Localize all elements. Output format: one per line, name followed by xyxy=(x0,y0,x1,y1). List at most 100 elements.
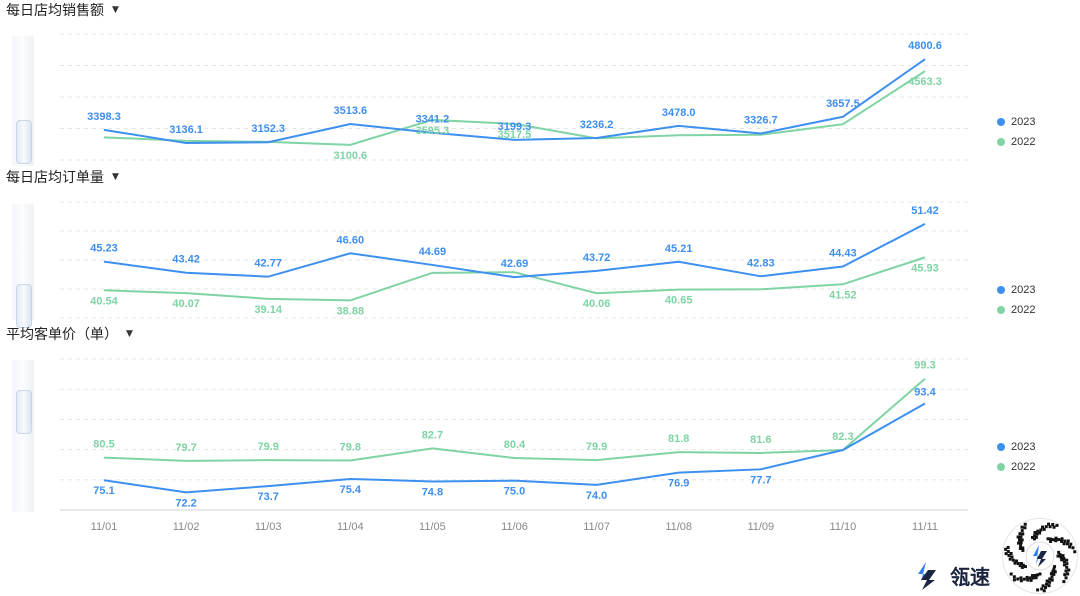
data-label-2023: 3136.1 xyxy=(169,124,203,136)
series-line-2023 xyxy=(103,402,926,494)
data-label-2022: 99.3 xyxy=(914,360,935,372)
data-label-2023: 4800.6 xyxy=(908,40,942,52)
data-label-2023: 42.83 xyxy=(747,257,775,269)
data-label-2022: 40.65 xyxy=(665,295,693,307)
data-label-2023: 3341.2 xyxy=(416,114,450,126)
data-label-2023: 3152.3 xyxy=(251,123,285,135)
data-label-2022: 80.4 xyxy=(504,439,526,451)
data-label-2022: 4563.3 xyxy=(908,76,942,88)
series-line-2023 xyxy=(103,222,926,279)
legend-label: 2022 xyxy=(1011,461,1036,473)
data-label-2022: 81.8 xyxy=(668,433,689,445)
data-label-2022: 40.07 xyxy=(172,298,200,310)
legend-label: 2022 xyxy=(1011,136,1036,148)
legend-label: 2023 xyxy=(1011,441,1036,453)
x-tick-label: 11/04 xyxy=(337,521,364,533)
legend-dot-2022 xyxy=(997,306,1005,314)
data-label-2023: 77.7 xyxy=(750,474,771,486)
legend-label: 2023 xyxy=(1011,116,1036,128)
brand-name: 瓴速 xyxy=(950,564,990,589)
legend-item-2023[interactable]: 2023 xyxy=(997,280,1035,300)
chevron-down-icon: ▼ xyxy=(112,5,119,15)
data-label-2023: 74.0 xyxy=(586,490,607,502)
legend-item-2023[interactable]: 2023 xyxy=(997,437,1035,457)
data-label-2023: 43.42 xyxy=(172,254,200,266)
data-label-2022: 80.5 xyxy=(93,439,114,451)
data-label-2023: 3513.6 xyxy=(333,105,367,117)
legend-item-2022[interactable]: 2022 xyxy=(997,132,1035,152)
data-label-2023: 42.69 xyxy=(501,258,529,270)
data-label-2022: 3100.6 xyxy=(333,150,367,162)
lingsu-logo-icon xyxy=(918,562,936,590)
data-label-2022: 82.7 xyxy=(422,429,443,441)
chart-title: 每日店均销售额 xyxy=(6,3,104,19)
data-label-2023: 75.0 xyxy=(504,486,525,498)
data-label-2022: 3595.3 xyxy=(416,125,450,137)
data-label-2023: 3326.7 xyxy=(744,114,778,126)
data-label-2023: 44.69 xyxy=(419,246,447,258)
zoom-slider-aov[interactable] xyxy=(12,360,34,512)
data-label-2022: 79.7 xyxy=(175,442,196,454)
x-tick-label: 11/07 xyxy=(583,521,610,533)
data-label-2022: 3517.5 xyxy=(498,129,532,141)
series-line-2023 xyxy=(103,58,926,145)
legend-orders: 2023 2022 xyxy=(997,280,1035,320)
data-label-2022: 38.88 xyxy=(337,305,365,317)
data-label-2022: 81.6 xyxy=(750,434,771,446)
legend-item-2022[interactable]: 2022 xyxy=(997,300,1035,320)
data-label-2022: 79.9 xyxy=(257,441,278,453)
data-label-2023: 45.23 xyxy=(90,243,118,255)
zoom-slider-orders[interactable] xyxy=(12,204,34,328)
slider-handle[interactable] xyxy=(16,120,32,164)
x-tick-label: 11/01 xyxy=(91,521,118,533)
chart-title-selector-sales[interactable]: 每日店均销售额 ▼ xyxy=(6,0,119,20)
data-label-2023: 3236.2 xyxy=(580,119,614,131)
slider-handle[interactable] xyxy=(16,284,32,328)
legend-dot-2022 xyxy=(997,138,1005,146)
legend-item-2022[interactable]: 2022 xyxy=(997,457,1035,477)
data-label-2022: 40.54 xyxy=(90,295,118,307)
x-tick-label: 11/10 xyxy=(830,521,857,533)
legend-label: 2022 xyxy=(1011,304,1036,316)
data-label-2023: 93.4 xyxy=(914,386,936,398)
data-label-2023: 3199.3 xyxy=(498,121,532,133)
legend-label: 2023 xyxy=(1011,284,1036,296)
slider-handle[interactable] xyxy=(16,390,32,434)
legend-dot-2023 xyxy=(997,286,1005,294)
data-label-2023: 75.4 xyxy=(340,484,362,496)
chevron-down-icon: ▼ xyxy=(126,329,133,339)
legend-aov: 2023 2022 xyxy=(997,437,1035,477)
data-label-2023: 3398.3 xyxy=(87,111,121,123)
data-label-2023: 73.7 xyxy=(257,491,278,503)
data-label-2022: 41.52 xyxy=(829,289,857,301)
brand-logo-block: 瓴速 xyxy=(912,560,990,590)
data-label-2023: 76.9 xyxy=(668,478,689,490)
data-label-2023: 51.42 xyxy=(911,205,939,217)
x-tick-label: 11/03 xyxy=(255,521,282,533)
data-label-2022: 39.14 xyxy=(254,304,282,316)
series-line-2022 xyxy=(103,256,926,302)
data-label-2023: 3478.0 xyxy=(662,107,696,119)
chart-title: 每日店均订单量 xyxy=(6,170,104,186)
mini-program-qr-icon xyxy=(1002,518,1078,594)
x-tick-label: 11/09 xyxy=(747,521,774,533)
legend-dot-2023 xyxy=(997,443,1005,451)
data-label-2023: 75.1 xyxy=(93,485,114,497)
chart-title-selector-orders[interactable]: 每日店均订单量 ▼ xyxy=(6,167,119,187)
chevron-down-icon: ▼ xyxy=(112,172,119,182)
data-label-2022: 45.93 xyxy=(911,262,939,274)
zoom-slider-sales[interactable] xyxy=(12,36,34,166)
data-label-2022: 82.3 xyxy=(832,431,853,443)
data-label-2023: 72.2 xyxy=(175,497,196,509)
series-line-2022 xyxy=(103,377,926,462)
data-label-2022: 79.9 xyxy=(586,441,607,453)
x-tick-label: 11/05 xyxy=(419,521,446,533)
legend-sales: 2023 2022 xyxy=(997,112,1035,152)
x-tick-label: 11/06 xyxy=(501,521,528,533)
chart-title-selector-aov[interactable]: 平均客单价（单） ▼ xyxy=(6,324,133,344)
x-tick-label: 11/08 xyxy=(665,521,692,533)
legend-item-2023[interactable]: 2023 xyxy=(997,112,1035,132)
data-label-2022: 40.06 xyxy=(583,298,611,310)
data-label-2023: 42.77 xyxy=(254,258,282,270)
